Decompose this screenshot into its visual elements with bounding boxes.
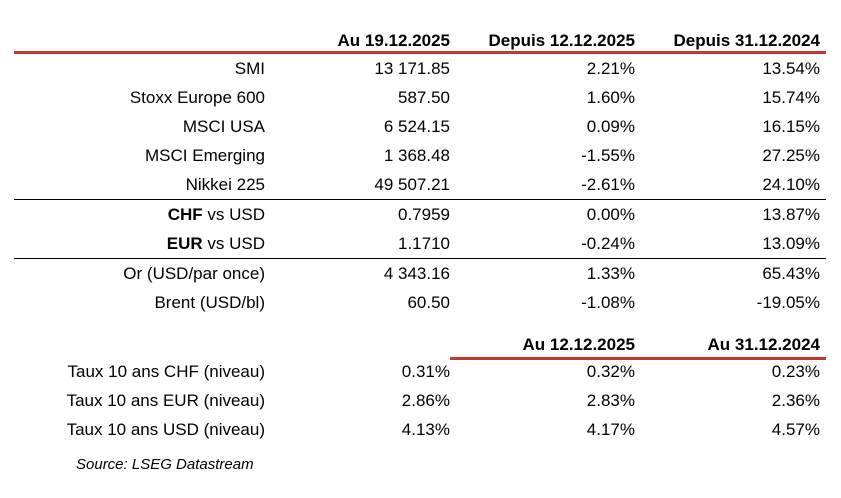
row-value: 0.23%: [771, 362, 820, 381]
table-row-nikkei-225: Nikkei 225 49 507.21 -2.61% 24.10%: [14, 170, 826, 199]
row-value: 13.87%: [762, 205, 820, 224]
table-header-row: Au 19.12.2025 Depuis 12.12.2025 Depuis 3…: [14, 28, 826, 54]
table-row-taux-eur: Taux 10 ans EUR (niveau) 2.86% 2.83% 2.3…: [14, 386, 826, 415]
table-row-chf-vs-usd: CHF vs USD 0.7959 0.00% 13.87%: [14, 200, 826, 229]
section-commodities: Or (USD/par once) 4 343.16 1.33% 65.43% …: [14, 259, 826, 317]
row-value: -0.24%: [581, 234, 635, 253]
row-value: 2.83%: [586, 391, 635, 410]
column-header-au-12-12-2025: Au 12.12.2025: [450, 333, 635, 360]
row-value: 16.15%: [762, 117, 820, 136]
row-value: 65.43%: [762, 264, 820, 283]
row-value: 1.60%: [586, 88, 635, 107]
table-row-taux-usd: Taux 10 ans USD (niveau) 4.13% 4.17% 4.5…: [14, 415, 826, 444]
row-value: 24.10%: [762, 175, 820, 194]
row-value: -19.05%: [756, 293, 820, 312]
row-label: Nikkei 225: [185, 175, 265, 194]
table-row-msci-usa: MSCI USA 6 524.15 0.09% 16.15%: [14, 112, 826, 141]
row-label: Brent (USD/bl): [154, 293, 265, 312]
row-value: 6 524.15: [383, 117, 450, 136]
row-label: SMI: [234, 59, 265, 78]
row-label: Or (USD/par once): [123, 264, 265, 283]
row-value: 0.31%: [401, 362, 450, 381]
row-value: 15.74%: [762, 88, 820, 107]
table-row-smi: SMI 13 171.85 2.21% 13.54%: [14, 54, 826, 83]
row-value: 0.32%: [586, 362, 635, 381]
section-currencies: CHF vs USD 0.7959 0.00% 13.87% EUR vs US…: [14, 199, 826, 259]
row-label: CHF vs USD: [14, 200, 265, 229]
row-label: Taux 10 ans EUR (niveau): [66, 391, 265, 410]
table-row-msci-emerging: MSCI Emerging 1 368.48 -1.55% 27.25%: [14, 141, 826, 170]
column-header-empty: [14, 28, 265, 54]
row-label: Stoxx Europe 600: [129, 88, 265, 107]
column-header-depuis-12-12-2025: Depuis 12.12.2025: [488, 31, 635, 50]
row-value: -1.08%: [581, 293, 635, 312]
row-value: -2.61%: [581, 175, 635, 194]
row-value: 587.50: [398, 88, 450, 107]
row-value: 4.17%: [586, 420, 635, 439]
row-label: MSCI USA: [182, 117, 265, 136]
rates-header-row: Au 12.12.2025 Au 31.12.2024: [14, 333, 826, 360]
row-value: 13.09%: [762, 234, 820, 253]
row-value: 13 171.85: [374, 59, 450, 78]
currency-code: EUR: [166, 234, 203, 253]
row-value: 1 368.48: [383, 146, 450, 165]
row-value: 4.13%: [401, 420, 450, 439]
section-rates: Taux 10 ans CHF (niveau) 0.31% 0.32% 0.2…: [14, 357, 826, 444]
table-row-brent: Brent (USD/bl) 60.50 -1.08% -19.05%: [14, 288, 826, 317]
row-value: 0.09%: [586, 117, 635, 136]
column-header-empty: [14, 333, 265, 360]
row-value: 1.33%: [586, 264, 635, 283]
row-value: 1.1710: [398, 234, 450, 253]
row-value: 2.36%: [771, 391, 820, 410]
row-value: 0.00%: [586, 205, 635, 224]
column-header-au-19-12-2025: Au 19.12.2025: [337, 31, 450, 50]
row-value: -1.55%: [581, 146, 635, 165]
source-note: Source: LSEG Datastream: [76, 456, 254, 473]
row-value: 60.50: [407, 293, 450, 312]
row-value: 2.86%: [401, 391, 450, 410]
column-header-empty: [265, 333, 450, 360]
row-label: Taux 10 ans USD (niveau): [66, 420, 265, 439]
row-value: 49 507.21: [374, 175, 450, 194]
row-value: 2.21%: [586, 59, 635, 78]
row-value: 13.54%: [762, 59, 820, 78]
table-row-eur-vs-usd: EUR vs USD 1.1710 -0.24% 13.09%: [14, 229, 826, 258]
row-label: EUR vs USD: [14, 229, 265, 258]
column-header-au-31-12-2024: Au 31.12.2024: [635, 333, 826, 360]
column-header-depuis-31-12-2024: Depuis 31.12.2024: [673, 31, 820, 50]
row-value: 4 343.16: [383, 264, 450, 283]
table-row-taux-chf: Taux 10 ans CHF (niveau) 0.31% 0.32% 0.2…: [14, 357, 826, 386]
row-value: 27.25%: [762, 146, 820, 165]
table-row-stoxx-europe-600: Stoxx Europe 600 587.50 1.60% 15.74%: [14, 83, 826, 112]
section-equity-indices: SMI 13 171.85 2.21% 13.54% Stoxx Europe …: [14, 54, 826, 199]
row-label: MSCI Emerging: [145, 146, 265, 165]
currency-label-rest: vs USD: [202, 234, 265, 253]
currency-code: CHF: [167, 205, 203, 224]
row-label: Taux 10 ans CHF (niveau): [67, 362, 265, 381]
market-data-table: Au 19.12.2025 Depuis 12.12.2025 Depuis 3…: [14, 0, 826, 474]
currency-label-rest: vs USD: [202, 205, 265, 224]
row-value: 4.57%: [771, 420, 820, 439]
table-row-or: Or (USD/par once) 4 343.16 1.33% 65.43%: [14, 259, 826, 288]
row-value: 0.7959: [398, 205, 450, 224]
